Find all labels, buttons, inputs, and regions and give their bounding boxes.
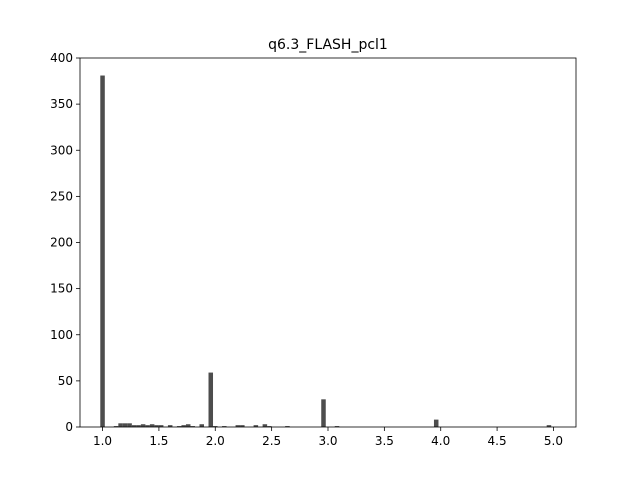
histogram-bar: [185, 424, 191, 427]
y-tick-label: 300: [50, 143, 73, 157]
histogram-bar: [149, 424, 155, 427]
histogram-bar: [208, 372, 214, 427]
histogram-bar: [122, 423, 128, 427]
x-tick-label: 1.0: [93, 434, 112, 448]
histogram-bar: [235, 425, 241, 427]
histogram-bar: [100, 75, 105, 427]
x-tick-label: 4.5: [488, 434, 507, 448]
x-tick-label: 3.5: [375, 434, 394, 448]
histogram-bar: [176, 426, 182, 427]
x-tick-label: 1.5: [149, 434, 168, 448]
x-axis-ticks: 1.0 1.5 2.0 2.5 3.0 3.5 4.0 4.5 5.0: [93, 427, 563, 448]
histogram-bar: [158, 425, 164, 427]
y-tick-label: 150: [50, 282, 73, 296]
histogram-bar: [262, 424, 268, 427]
x-tick-label: 3.0: [318, 434, 337, 448]
histogram-bar: [181, 425, 186, 427]
histogram-bar: [118, 423, 123, 427]
y-tick-label: 100: [50, 328, 73, 342]
y-tick-label: 200: [50, 236, 73, 250]
histogram-bar: [240, 425, 245, 427]
histogram-bar: [199, 424, 204, 427]
histogram-bar: [167, 425, 173, 427]
x-tick-label: 2.5: [262, 434, 281, 448]
plot-frame: [79, 57, 577, 428]
histogram-bar: [131, 425, 137, 427]
y-tick-label: 50: [58, 374, 73, 388]
histogram-bar: [546, 425, 552, 427]
histogram-bar: [190, 426, 195, 427]
histogram-bar: [145, 425, 150, 427]
x-tick-label: 2.0: [206, 434, 225, 448]
histogram-bar: [285, 426, 290, 427]
histogram-bar: [154, 425, 159, 427]
y-axis-ticks: 0 50 100 150 200 250 300 350 400: [50, 51, 80, 434]
histogram-bar: [213, 426, 218, 427]
histogram-bar: [321, 399, 326, 427]
histogram-bar: [334, 426, 340, 427]
bars-group: [100, 75, 552, 427]
histogram-bar: [113, 426, 119, 427]
y-tick-label: 250: [50, 189, 73, 203]
histogram-bar: [222, 426, 227, 427]
y-tick-label: 0: [65, 420, 73, 434]
histogram-bar: [433, 419, 439, 427]
y-tick-label: 350: [50, 97, 73, 111]
x-tick-label: 5.0: [544, 434, 563, 448]
histogram-bar: [140, 424, 146, 427]
y-tick-label: 400: [50, 51, 73, 65]
histogram-bar: [253, 425, 259, 427]
histogram-bar: [136, 425, 141, 427]
histogram-bar: [267, 426, 272, 427]
histogram-bar: [127, 423, 132, 427]
x-tick-label: 4.0: [431, 434, 450, 448]
chart-title: q6.3_FLASH_pcl1: [268, 37, 388, 53]
